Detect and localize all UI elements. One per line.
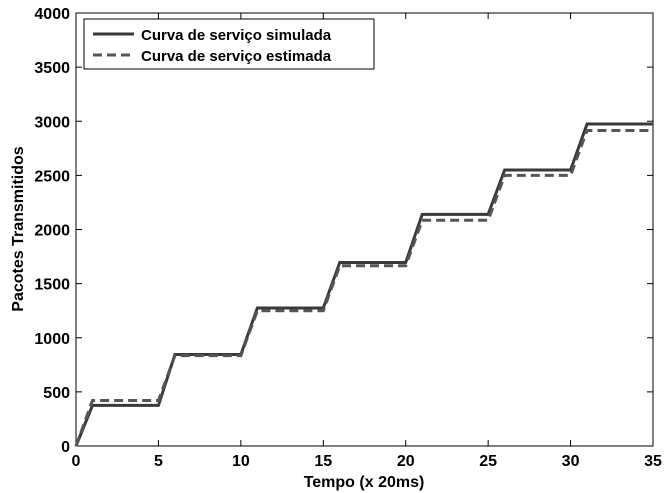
legend-box [83, 18, 375, 70]
ticks: 0 5 10 15 20 25 30 35 0 500 1000 1500 2000 2500 3000 35… [34, 6, 662, 470]
legend-label-simulada: Curva de serviço simulada [141, 27, 332, 44]
y-tick-label: 1500 [34, 277, 70, 294]
x-tick-label: 20 [397, 453, 415, 470]
y-tick-label: 500 [43, 385, 70, 402]
legend: Curva de serviço simulada Curva de servi… [83, 18, 375, 70]
y-tick-label: 2000 [34, 223, 70, 240]
y-axis-label: Pacotes Transmitidos [10, 146, 27, 311]
series-lines [74, 122, 653, 447]
x-tick-label: 35 [644, 453, 662, 470]
legend-label-estimada: Curva de serviço estimada [141, 48, 332, 65]
y-tick-label: 0 [61, 439, 70, 456]
plot-area [75, 12, 654, 447]
x-tick-label: 15 [314, 453, 332, 470]
series-line-estimada [74, 128, 653, 447]
x-axis-label: Tempo (x 20ms) [304, 474, 425, 491]
x-tick-label: 10 [232, 453, 250, 470]
x-tick-label: 30 [562, 453, 580, 470]
y-tick-label: 3000 [34, 114, 70, 131]
y-tick-label: 1000 [34, 331, 70, 348]
x-tick-label: 5 [154, 453, 163, 470]
y-tick-label: 2500 [34, 168, 70, 185]
x-tick-label: 0 [72, 453, 81, 470]
y-tick-label: 4000 [34, 6, 70, 23]
y-tick-label: 3500 [34, 60, 70, 77]
x-tick-label: 25 [479, 453, 497, 470]
